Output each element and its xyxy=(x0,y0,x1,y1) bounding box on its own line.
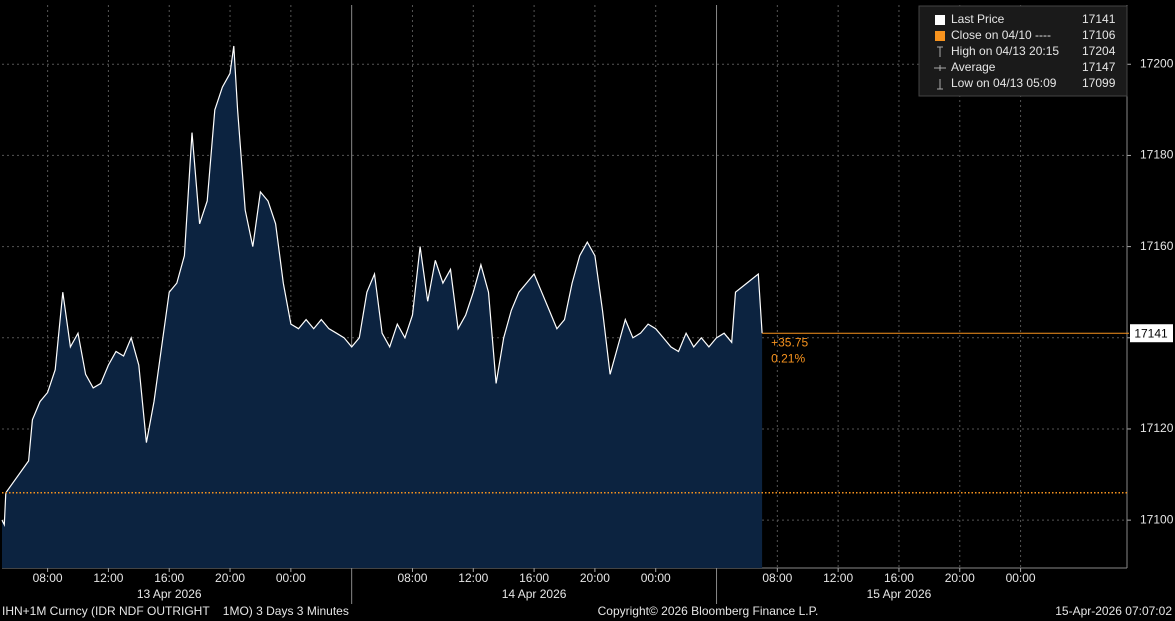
legend-swatch xyxy=(935,31,945,41)
x-tick-label: 16:00 xyxy=(519,571,549,585)
last-price-box xyxy=(1130,324,1173,343)
footer-center: Copyright© 2026 Bloomberg Finance L.P. xyxy=(598,604,819,618)
date-label: 14 Apr 2026 xyxy=(502,587,567,601)
y-tick-label: 17200 xyxy=(1140,56,1174,70)
x-tick-label: 08:00 xyxy=(762,571,792,585)
footer-left: IHN+1M Curncy (IDR NDF OUTRIGHT 1MO) 3 D… xyxy=(2,604,349,618)
x-tick-label: 12:00 xyxy=(823,571,853,585)
legend-value: 17147 xyxy=(1082,60,1116,74)
x-tick-label: 16:00 xyxy=(154,571,184,585)
x-tick-label: 08:00 xyxy=(397,571,427,585)
legend-label: Last Price xyxy=(951,12,1005,26)
legend: Last Price 17141 Close on 04/10 ---- 17106 H… xyxy=(918,5,1128,97)
change-pct-label: 0.21% xyxy=(771,351,805,365)
x-tick-label: 20:00 xyxy=(945,571,975,585)
x-tick-label: 12:00 xyxy=(458,571,488,585)
change-label: +35.75 xyxy=(771,335,808,349)
x-tick-label: 16:00 xyxy=(884,571,914,585)
line xyxy=(1,45,763,528)
date-label: 13 Apr 2026 xyxy=(137,587,202,601)
x-tick-label: 12:00 xyxy=(93,571,123,585)
legend-value: 17099 xyxy=(1082,76,1116,90)
legend-label: Average xyxy=(951,60,996,74)
legend-label: High on 04/13 20:15 xyxy=(951,44,1059,58)
area xyxy=(2,46,763,568)
y-tick-label: 17100 xyxy=(1140,512,1174,526)
y-tick-label: 17180 xyxy=(1140,148,1174,162)
legend-value: 17204 xyxy=(1082,44,1116,58)
x-tick-label: 08:00 xyxy=(33,571,63,585)
legend-value: 17106 xyxy=(1082,28,1116,42)
x-tick-label: 00:00 xyxy=(641,571,671,585)
legend-box xyxy=(918,5,1128,97)
last-price-label: 17141 xyxy=(1134,326,1168,340)
x-tick-label: 20:00 xyxy=(580,571,610,585)
legend-value: 17141 xyxy=(1082,12,1116,26)
x-tick-label: 00:00 xyxy=(1006,571,1036,585)
legend-label: Low on 04/13 05:09 xyxy=(951,76,1057,90)
legend-swatch xyxy=(935,15,945,25)
footer-right: 15-Apr-2026 07:07:02 xyxy=(1055,604,1172,618)
y-tick-label: 17160 xyxy=(1140,239,1174,253)
date-label: 15 Apr 2026 xyxy=(867,587,932,601)
x-tick-label: 00:00 xyxy=(276,571,306,585)
x-tick-label: 20:00 xyxy=(215,571,245,585)
y-tick-label: 17120 xyxy=(1140,421,1174,435)
legend-label: Close on 04/10 ---- xyxy=(951,28,1051,42)
